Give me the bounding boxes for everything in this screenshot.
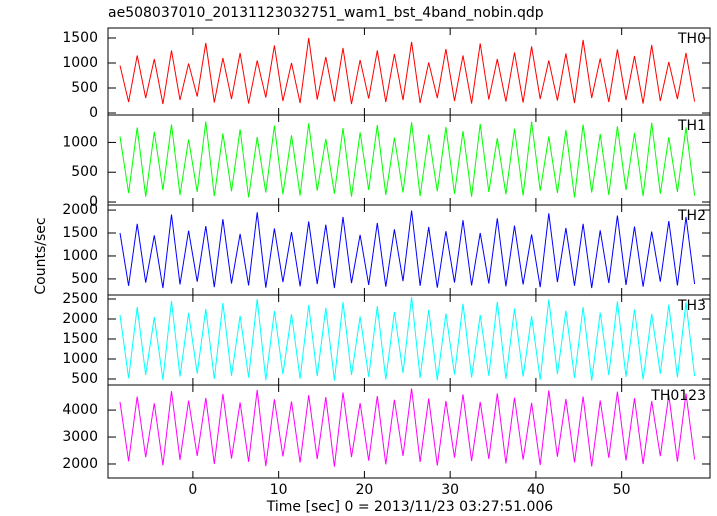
- x-axis-label: Time [sec] 0 = 2013/11/23 03:27:51.006: [266, 499, 554, 515]
- series-label: TH1: [677, 118, 706, 134]
- y-tick-label: 2500: [62, 291, 98, 307]
- y-tick-label: 1500: [62, 225, 98, 241]
- series-label: TH0123: [650, 388, 706, 404]
- series-label: TH3: [677, 298, 706, 314]
- y-tick-label: 1000: [62, 134, 98, 150]
- y-tick-label: 1000: [62, 351, 98, 367]
- x-tick-label: 30: [441, 482, 459, 498]
- panel-frame: [107, 384, 711, 479]
- y-tick-label: 1500: [62, 331, 98, 347]
- x-tick-label: 10: [270, 482, 288, 498]
- series-line: [119, 37, 696, 105]
- y-tick-label: 2000: [62, 456, 98, 472]
- y-axis-label: Counts/sec: [33, 217, 49, 294]
- series-line: [119, 121, 696, 198]
- chart-title: ae508037010_20131123032751_wam1_bst_4ban…: [108, 5, 544, 21]
- series-label: TH2: [677, 208, 706, 224]
- y-tick-label: 500: [71, 164, 98, 180]
- y-tick-label: 1000: [62, 248, 98, 264]
- panel-frame: [107, 204, 711, 296]
- x-tick-label: 40: [527, 482, 545, 498]
- panel-frame: [107, 27, 711, 116]
- y-tick-label: 500: [71, 371, 98, 387]
- y-tick-label: 2000: [62, 202, 98, 218]
- y-tick-label: 2000: [62, 311, 98, 327]
- y-tick-label: 0: [89, 194, 98, 210]
- x-tick-label: 50: [613, 482, 631, 498]
- y-tick-label: 0: [89, 105, 98, 121]
- x-tick-label: 0: [188, 482, 197, 498]
- y-tick-label: 500: [71, 271, 98, 287]
- panel-frame: [107, 114, 711, 206]
- y-tick-label: 1000: [62, 55, 98, 71]
- y-tick-label: 500: [71, 80, 98, 96]
- panel-frame: [107, 294, 711, 386]
- series-label: TH0: [677, 31, 706, 47]
- y-tick-label: 4000: [62, 402, 98, 418]
- y-tick-label: 1500: [62, 30, 98, 46]
- series-line: [119, 388, 696, 467]
- series-line: [119, 210, 696, 289]
- x-tick-label: 20: [355, 482, 373, 498]
- series-line: [119, 296, 696, 381]
- y-tick-label: 3000: [62, 429, 98, 445]
